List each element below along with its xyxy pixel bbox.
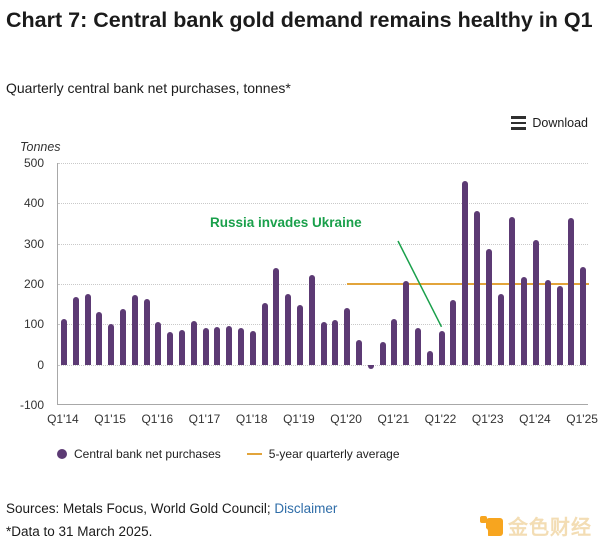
bar-Q2'15[interactable] (119, 309, 126, 365)
x-axis-tick-Q1'16: Q1'16 (141, 412, 174, 426)
y-axis-tick-300: 300 (23, 236, 44, 251)
chart-legend: Central bank net purchases 5-year quarter… (57, 447, 400, 461)
page-title: Chart 7: Central bank gold demand remain… (6, 8, 593, 32)
bar-Q3'15[interactable] (131, 295, 138, 365)
gridline-0 (58, 364, 588, 366)
x-axis: Q1'14 Q1'15 Q1'16 Q1'17 Q1'18 Q1'19 Q1'20 Q1'21… (47, 412, 598, 430)
bar-Q4'23[interactable] (521, 276, 528, 365)
bar-Q4'21[interactable] (426, 350, 433, 365)
bar-Q3'22[interactable] (462, 181, 469, 365)
legend-item-net-purchases[interactable]: Central bank net purchases (57, 447, 221, 461)
y-axis-tick-400: 400 (23, 196, 44, 211)
bar-Q4'19[interactable] (332, 320, 339, 365)
watermark-text: 金色财经 (508, 517, 592, 539)
x-axis-tick-Q1'14: Q1'14 (47, 412, 79, 426)
bar-Q1'18[interactable] (249, 331, 256, 365)
bar-Q2'20[interactable] (355, 340, 362, 365)
bar-Q4'18[interactable] (285, 294, 292, 365)
bar-Q3'18[interactable] (273, 267, 280, 365)
bar-Q4'22[interactable] (473, 211, 480, 365)
bar-Q2'19[interactable] (308, 275, 315, 365)
bar-Q3'17[interactable] (226, 326, 233, 365)
bar-Q2'23[interactable] (497, 293, 504, 365)
bar-Q2'21[interactable] (403, 281, 410, 365)
bar-Q2'14[interactable] (72, 296, 79, 365)
bar-Q2'24[interactable] (544, 280, 551, 365)
y-axis-unit-label: Tonnes (20, 140, 61, 154)
bar-Q1'20[interactable] (344, 308, 351, 365)
x-axis-tick-Q1'23: Q1'23 (471, 412, 504, 426)
chart-subtitle: Quarterly central bank net purchases, to… (6, 80, 291, 96)
legend-label: Central bank net purchases (74, 447, 221, 461)
x-axis-tick-Q1'17: Q1'17 (188, 412, 221, 426)
bar-Q1'22[interactable] (438, 330, 445, 365)
x-axis-tick-Q1'22: Q1'22 (424, 412, 457, 426)
annotation-russia-invades-ukraine: Russia invades Ukraine (210, 215, 362, 230)
gridline-500 (58, 163, 588, 164)
bar-Q1'16[interactable] (155, 321, 162, 365)
bar-Q3'14[interactable] (84, 294, 91, 365)
sources-text: Sources: Metals Focus, World Gold Counci… (6, 501, 271, 516)
bar-Q4'15[interactable] (143, 299, 150, 365)
legend-line-marker (246, 453, 262, 455)
average-line (347, 283, 589, 285)
bar-Q2'17[interactable] (214, 326, 221, 365)
bar-Q4'20[interactable] (379, 341, 386, 365)
x-axis-tick-Q1'21: Q1'21 (377, 412, 410, 426)
y-axis-tick-100: 100 (23, 317, 44, 332)
x-axis-tick-Q1'18: Q1'18 (235, 412, 268, 426)
data-footnote: *Data to 31 March 2025. (6, 524, 153, 539)
bar-Q3'16[interactable] (178, 329, 185, 365)
bar-Q3'20[interactable] (367, 364, 374, 369)
bar-Q2'16[interactable] (167, 331, 174, 365)
x-axis-tick-Q1'25: Q1'25 (566, 412, 598, 426)
download-label: Download (532, 116, 588, 130)
gridline-300 (58, 243, 588, 245)
download-button[interactable]: Download (511, 116, 588, 130)
bar-Q2'22[interactable] (450, 300, 457, 365)
legend-label: 5-year quarterly average (268, 447, 400, 461)
bar-Q4'14[interactable] (96, 312, 103, 365)
legend-item-average[interactable]: 5-year quarterly average (246, 447, 400, 461)
watermark: 金色财经 (480, 511, 592, 540)
disclaimer-link[interactable]: Disclaimer (274, 501, 338, 516)
y-axis-tick-500: 500 (23, 156, 44, 170)
y-axis-tick-200: 200 (23, 277, 44, 291)
bar-Q1'21[interactable] (391, 319, 398, 365)
sources-line: Sources: Metals Focus, World Gold Counci… (6, 501, 337, 516)
hamburger-menu-icon (511, 116, 527, 130)
x-axis-tick-Q1'19: Q1'19 (283, 412, 315, 426)
gridline-200 (58, 284, 588, 285)
gridline-400 (58, 203, 588, 205)
x-axis-tick-Q1'24: Q1'24 (519, 412, 551, 426)
bar-Q1'25[interactable] (580, 267, 587, 365)
bar-Q1'23[interactable] (485, 248, 492, 365)
bar-Q2'18[interactable] (261, 303, 268, 365)
x-axis-tick-Q1'15: Q1'15 (94, 412, 126, 426)
y-axis: 500 400 300 200 100 0 -100 (0, 156, 48, 412)
bar-Q4'17[interactable] (237, 327, 244, 365)
bar-Q1'19[interactable] (296, 305, 303, 365)
bar-Q1'17[interactable] (202, 328, 209, 365)
y-axis-tick-0: 0 (37, 357, 44, 372)
bar-Q1'14[interactable] (60, 319, 67, 365)
y-axis-tick--100: -100 (19, 398, 44, 412)
plot-area: Russia invades Ukraine (57, 163, 589, 405)
bar-Q3'21[interactable] (414, 328, 421, 365)
legend-circle-marker (57, 449, 67, 459)
bar-Q3'19[interactable] (320, 321, 327, 365)
bar-Q3'24[interactable] (556, 285, 563, 365)
bar-Q3'23[interactable] (509, 217, 516, 365)
bar-Q4'24[interactable] (568, 218, 575, 365)
bar-Q1'15[interactable] (108, 323, 115, 365)
bar-Q1'24[interactable] (532, 240, 539, 365)
x-axis-tick-Q1'20: Q1'20 (330, 412, 362, 426)
jinse-finance-logo-icon (480, 514, 504, 538)
bar-Q4'16[interactable] (190, 321, 197, 365)
